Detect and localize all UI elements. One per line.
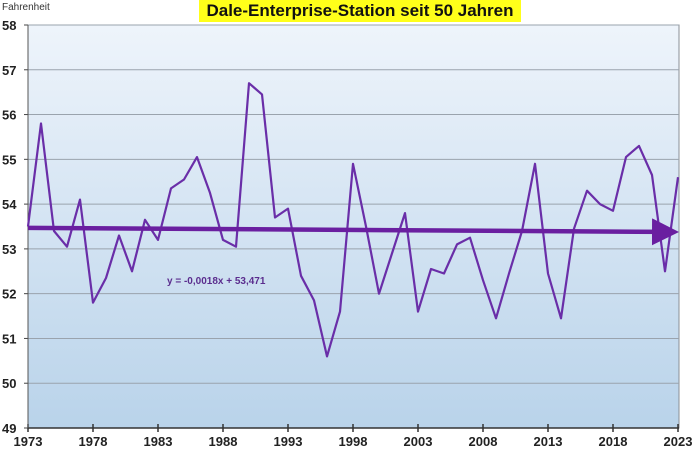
y-tick-label: 51 [2, 331, 16, 346]
x-tick-label: 1993 [274, 434, 303, 449]
y-tick-label: 55 [2, 152, 16, 167]
y-tick-label: 52 [2, 287, 16, 302]
x-tick-label: 1998 [339, 434, 368, 449]
x-tick-label: 2023 [664, 434, 693, 449]
y-tick-label: 58 [2, 18, 16, 33]
temperature-series-line [26, 82, 680, 358]
x-tick-label: 1983 [144, 434, 173, 449]
x-tick-label: 1988 [209, 434, 238, 449]
y-axis-unit-label: Fahrenheit [2, 2, 50, 13]
chart-title-box: Dale-Enterprise-Station seit 50 Jahren [199, 0, 521, 22]
x-tick-label: 2013 [534, 434, 563, 449]
trend-equation-label: y = -0,0018x + 53,471 [167, 276, 266, 287]
y-tick-label: 49 [2, 421, 16, 436]
x-tick-label: 2008 [469, 434, 498, 449]
y-tick-label: 53 [2, 242, 16, 257]
trend-line-arrow [27, 218, 679, 246]
y-tick-label: 56 [2, 108, 16, 123]
y-tick-label: 54 [2, 197, 17, 212]
x-tick-label: 1978 [79, 434, 108, 449]
x-tick-label: 2003 [404, 434, 433, 449]
y-tick-label: 50 [2, 376, 16, 391]
y-tick-label: 57 [2, 63, 16, 78]
x-tick-label: 1973 [14, 434, 43, 449]
gridlines [28, 24, 679, 384]
y-axis-ticks: 49 50 51 52 53 54 55 56 57 58 [2, 18, 28, 436]
x-tick-label: 2018 [599, 434, 628, 449]
chart-title: Dale-Enterprise-Station seit 50 Jahren [206, 1, 514, 20]
